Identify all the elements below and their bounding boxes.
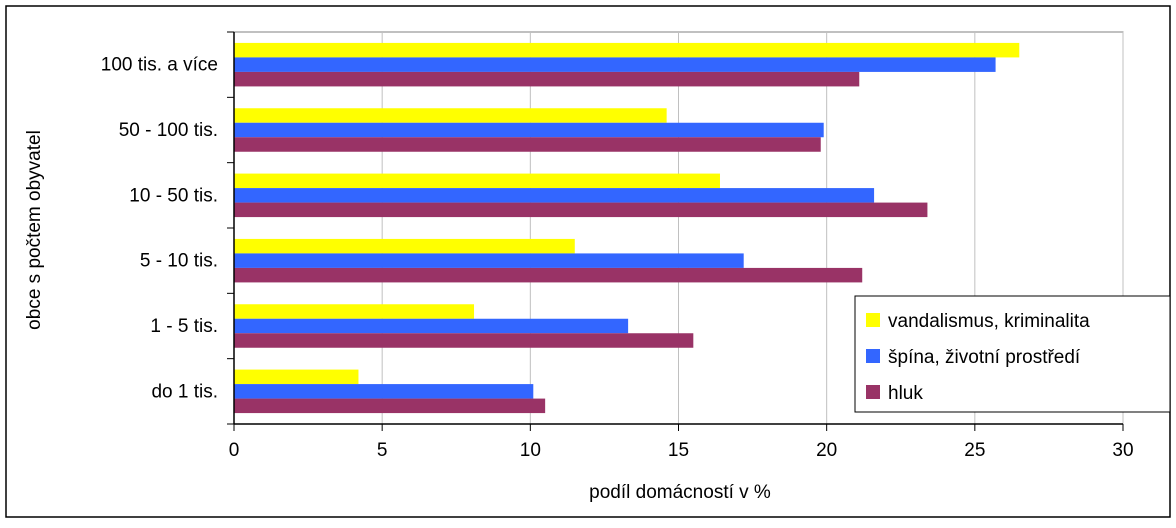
bar-do-1-tis-vandalismus-kriminalita	[234, 369, 359, 385]
bar-1-5-tis-hluk	[234, 333, 694, 348]
bar-5-10-tis-vandalismus-kriminalita	[234, 238, 575, 254]
legend: vandalismus, kriminalita špína, životní p…	[854, 295, 1171, 413]
x-tick-label: 15	[668, 440, 689, 461]
bar-50-100-tis-hluk	[234, 137, 821, 152]
bar-do-1-tis-hluk	[234, 398, 546, 414]
y-tick-label: do 1 tis.	[151, 381, 218, 402]
x-axis-title: podíl domácností v %	[589, 482, 771, 503]
x-tick-label: 20	[816, 440, 837, 461]
y-tick-label: 50 - 100 tis.	[119, 120, 218, 141]
x-tick-label: 5	[377, 440, 388, 461]
y-axis-title: obce s počtem obyvatel	[24, 130, 45, 330]
x-tick-label: 25	[964, 440, 985, 461]
y-tick-label: 1 - 5 tis.	[150, 316, 218, 337]
legend-swatch-hluk	[866, 385, 880, 399]
x-tick-label: 0	[229, 440, 240, 461]
axes	[227, 31, 1124, 431]
bar-1-5-tis-p-na-ivotn-prost-ed	[234, 318, 629, 334]
legend-swatch-vandalismus-kriminalita	[866, 313, 880, 327]
bar-5-10-tis-hluk	[234, 267, 863, 283]
bar-1-5-tis-vandalismus-kriminalita	[234, 304, 475, 319]
bar-100-tis-a-v-ce-p-na-ivotn-prost-ed	[234, 57, 996, 72]
y-tick-label: 5 - 10 tis.	[140, 251, 218, 272]
bar-100-tis-a-v-ce-vandalismus-kriminalita	[234, 42, 1020, 58]
legend-swatch-p-na-ivotn-prost-ed	[866, 349, 880, 363]
bar-100-tis-a-v-ce-hluk	[234, 71, 860, 87]
legend-label: vandalismus, kriminalita	[888, 311, 1090, 332]
legend-label: špína, životní prostředí	[888, 347, 1081, 368]
bar-10-50-tis-hluk	[234, 202, 928, 218]
tick-labels: 0 5 10 15 20 25 30 100 tis. a více 50 - 100 tis.…	[101, 55, 1134, 461]
bar-50-100-tis-vandalismus-kriminalita	[234, 108, 667, 123]
y-tick-label: 100 tis. a více	[101, 55, 218, 76]
bar-10-50-tis-p-na-ivotn-prost-ed	[234, 188, 875, 203]
bars	[234, 42, 1020, 414]
legend-box	[854, 295, 1171, 413]
bar-10-50-tis-vandalismus-kriminalita	[234, 173, 720, 189]
bar-50-100-tis-p-na-ivotn-prost-ed	[234, 122, 824, 138]
x-tick-label: 30	[1112, 440, 1133, 461]
y-tick-label: 10 - 50 tis.	[129, 185, 218, 206]
bar-do-1-tis-p-na-ivotn-prost-ed	[234, 384, 534, 399]
bar-5-10-tis-p-na-ivotn-prost-ed	[234, 253, 744, 268]
x-tick-label: 10	[520, 440, 541, 461]
legend-label: hluk	[888, 383, 923, 404]
